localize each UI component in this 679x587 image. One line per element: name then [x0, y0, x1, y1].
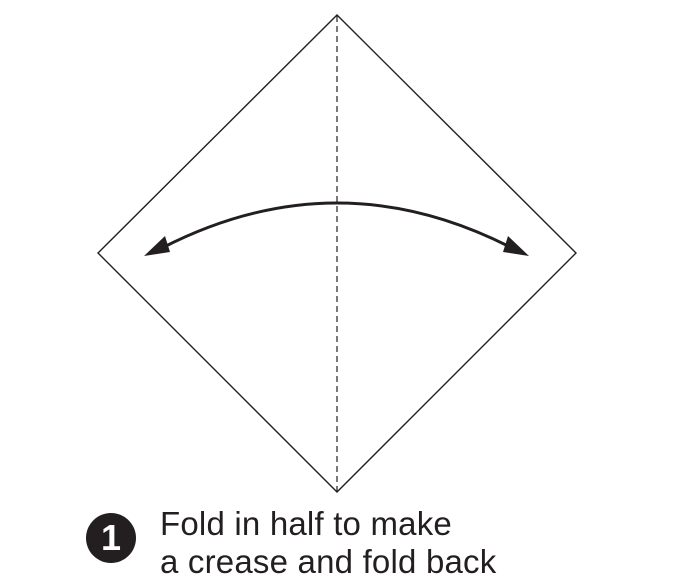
- instruction-line-1: Fold in half to make: [160, 505, 452, 542]
- instruction-line-2: a crease and fold back: [160, 543, 497, 580]
- step-instruction: Fold in half to make a crease and fold b…: [160, 505, 496, 581]
- arrowhead-right-icon: [503, 236, 529, 256]
- step-number-badge: 1: [86, 513, 136, 563]
- arrowhead-left-icon: [144, 236, 170, 256]
- paper-square: [97, 14, 577, 493]
- double-headed-curved-arrow-icon: [144, 201, 529, 256]
